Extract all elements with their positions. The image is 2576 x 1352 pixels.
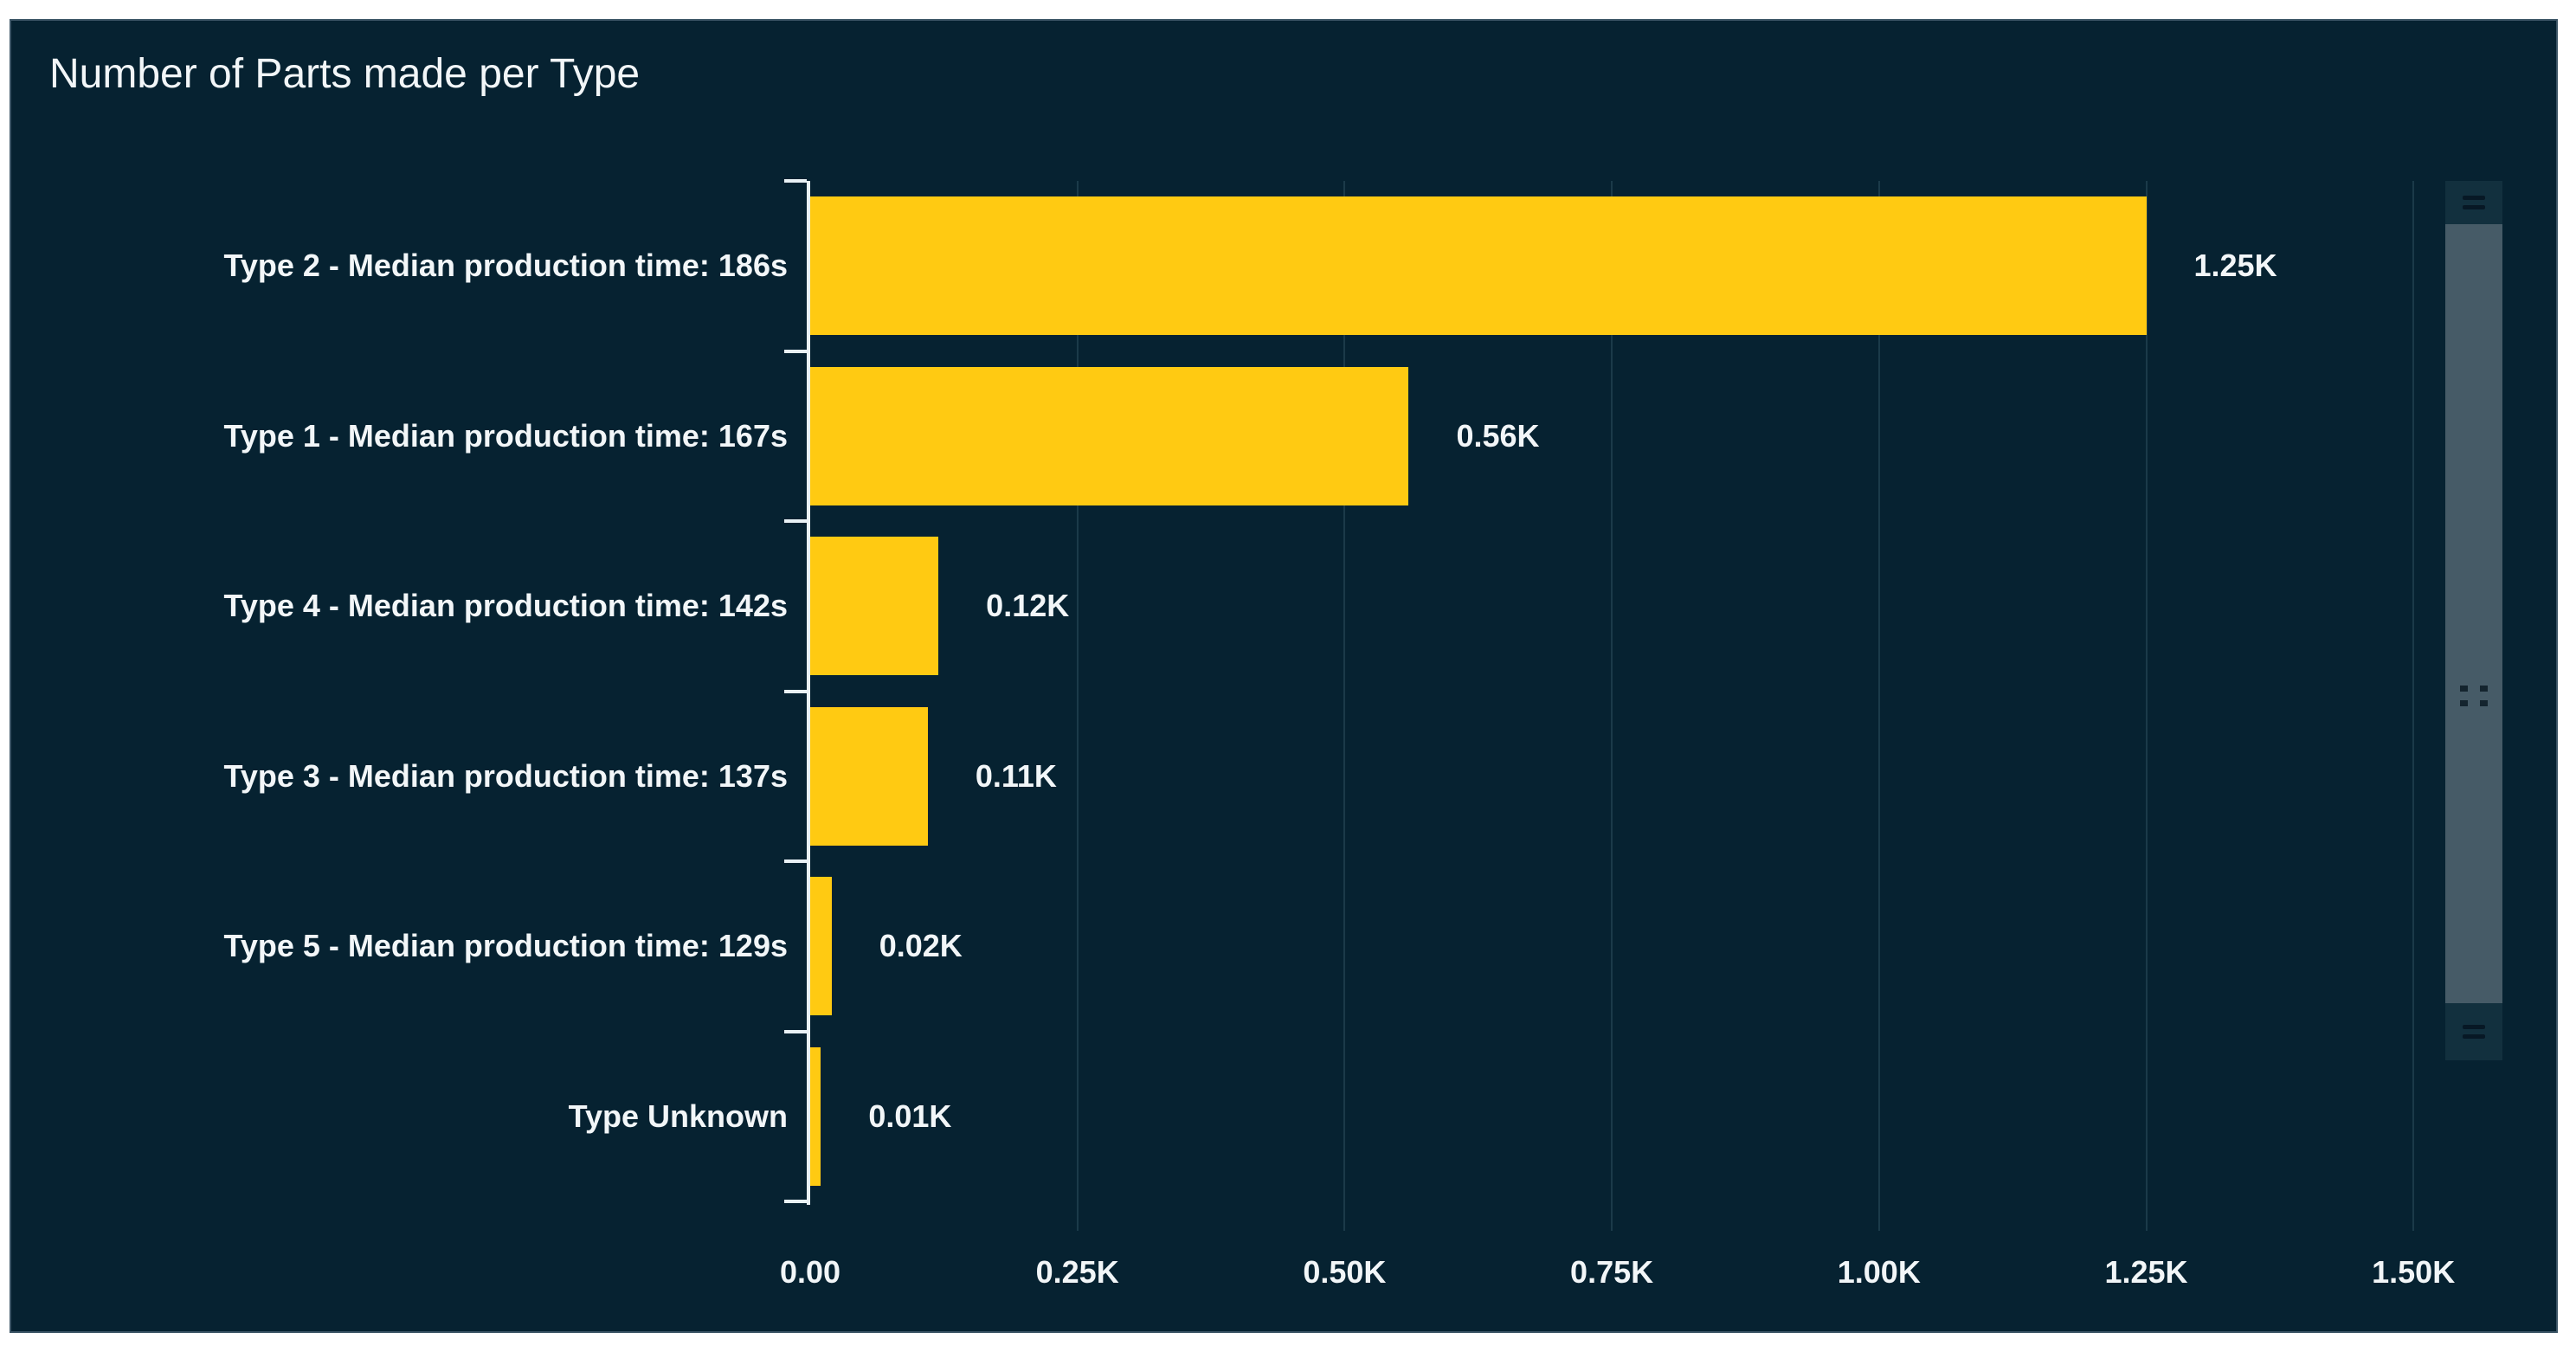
plot-area: 0.00 0.25K 0.50K 0.75K 1.00K 1.25K 1.50K Type 2… [11, 21, 2556, 1331]
x-axis-tick-label: 1.00K [1837, 1254, 1921, 1290]
x-axis-tick-label: 1.25K [2104, 1254, 2188, 1290]
gridline [1611, 181, 1613, 1231]
x-axis-tick-label: 0.00 [779, 1254, 841, 1290]
category-label: Type 4 - Median production time: 142s [223, 588, 788, 624]
value-label: 1.25K [2193, 248, 2277, 284]
category-axis-scrollbar[interactable] [2445, 181, 2502, 1060]
y-axis-tick [784, 519, 807, 523]
y-axis-tick [784, 179, 807, 183]
value-label: 0.02K [879, 928, 963, 964]
x-axis-tick-label: 0.75K [1570, 1254, 1654, 1290]
category-label: Type 5 - Median production time: 129s [223, 928, 788, 964]
bar[interactable] [810, 366, 1409, 505]
category-label: Type 3 - Median production time: 137s [223, 757, 788, 794]
bar[interactable] [810, 877, 832, 1015]
bar[interactable] [810, 196, 2147, 335]
gridline [1343, 181, 1346, 1231]
y-axis-tick [784, 689, 807, 693]
bar[interactable] [810, 706, 928, 846]
category-label: Type 2 - Median production time: 186s [223, 248, 788, 284]
gridline [2145, 181, 2148, 1231]
scrollbar-top-resize-handle[interactable] [2445, 181, 2502, 224]
resize-handle-icon [2463, 196, 2485, 200]
y-axis-tick [784, 1029, 807, 1033]
category-label: Type 1 - Median production time: 167s [223, 417, 788, 454]
y-axis-tick [784, 1200, 807, 1203]
value-label: 0.12K [986, 588, 1070, 624]
y-axis-line [807, 181, 810, 1205]
value-label: 0.01K [868, 1098, 952, 1134]
value-label: 0.56K [1456, 417, 1540, 454]
scrollbar-bottom-resize-handle[interactable] [2445, 1003, 2502, 1060]
scrollbar-thumb[interactable] [2445, 224, 2502, 1003]
bar[interactable] [810, 1046, 821, 1186]
x-axis-tick-label: 1.50K [2372, 1254, 2456, 1290]
y-axis-tick [784, 349, 807, 353]
category-label: Type Unknown [568, 1098, 788, 1134]
resize-handle-icon [2463, 205, 2485, 209]
resize-handle-icon [2463, 1034, 2485, 1039]
gridline [2412, 181, 2415, 1231]
chart-title: Number of Parts made per Type [49, 51, 641, 97]
x-axis-tick-label: 0.25K [1035, 1254, 1119, 1290]
bar[interactable] [810, 537, 939, 675]
x-axis-tick-label: 0.50K [1303, 1254, 1387, 1290]
gridline [1076, 181, 1079, 1231]
chart-widget: Number of Parts made per Type 0.00 0.25K 0… [10, 19, 2558, 1333]
drag-dots-icon [2460, 686, 2488, 706]
resize-handle-icon [2463, 1025, 2485, 1029]
gridline [1877, 181, 1880, 1231]
value-label: 0.11K [975, 757, 1057, 794]
y-axis-tick [784, 859, 807, 863]
